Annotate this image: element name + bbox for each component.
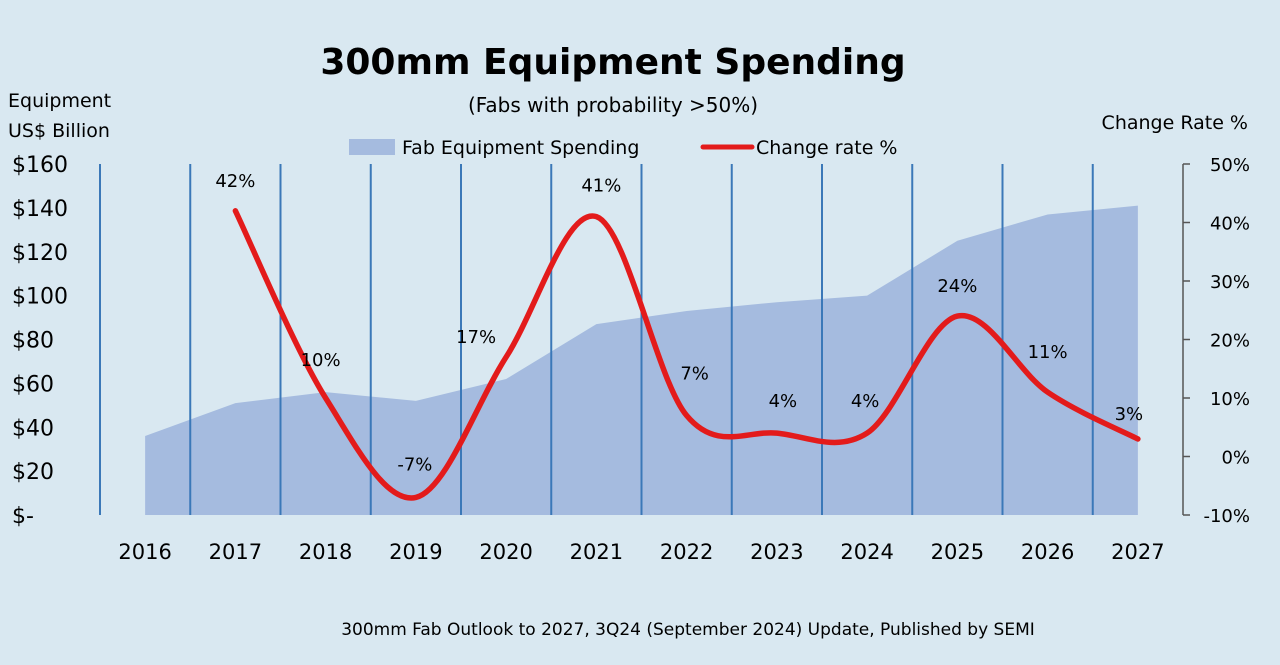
x-tick-label: 2025 [931, 540, 984, 564]
data-label: 7% [680, 364, 709, 385]
chart-title: 300mm Equipment Spending [320, 42, 905, 83]
x-tick-label: 2017 [209, 540, 262, 564]
x-tick-label: 2016 [118, 540, 171, 564]
right-tick-label: 0% [1221, 448, 1250, 469]
x-tick-label: 2024 [840, 540, 893, 564]
data-label: -7% [397, 454, 432, 475]
chart-subtitle: (Fabs with probability >50%) [468, 93, 758, 117]
left-axis-label-line1: Equipment [8, 90, 111, 112]
right-tick-label: 10% [1210, 389, 1250, 410]
x-tick-label: 2022 [660, 540, 713, 564]
data-label: 3% [1115, 404, 1144, 425]
line-series-change-rate [232, 208, 1141, 501]
right-tick-label: 30% [1210, 272, 1250, 293]
right-tick-label: 50% [1210, 155, 1250, 176]
legend-area-swatch [349, 139, 395, 155]
data-label: 10% [301, 350, 341, 371]
plot-layer: -10% 0% 10% 20% 30% 40% 50% $- $20 $40 $60 $80 $100 $… [12, 153, 1250, 564]
left-tick-label: $120 [12, 241, 68, 266]
x-tick-label: 2023 [750, 540, 803, 564]
right-tick-label: 20% [1210, 331, 1250, 352]
data-label: 17% [456, 327, 496, 348]
chart-footer: 300mm Fab Outlook to 2027, 3Q24 (Septemb… [341, 620, 1035, 640]
x-tick-label: 2019 [389, 540, 442, 564]
legend-line-label: Change rate % [756, 137, 897, 159]
left-tick-label: $160 [12, 153, 68, 178]
left-tick-label: $20 [12, 460, 54, 485]
left-tick-label: $80 [12, 329, 54, 354]
x-tick-label: 2020 [479, 540, 532, 564]
left-tick-label: $40 [12, 416, 54, 441]
data-label: 42% [215, 171, 255, 192]
legend-area-label: Fab Equipment Spending [402, 137, 639, 159]
right-axis-label: Change Rate % [1102, 112, 1248, 134]
data-label: 24% [937, 276, 977, 297]
data-label: 4% [851, 391, 880, 412]
left-axis-label-line2: US$ Billion [8, 120, 110, 142]
right-tick-label: 40% [1210, 214, 1250, 235]
data-label: 41% [581, 176, 621, 197]
data-label: 4% [769, 391, 798, 412]
left-tick-label: $- [12, 504, 34, 529]
x-tick-label: 2026 [1021, 540, 1074, 564]
data-label: 11% [1028, 342, 1068, 363]
right-tick-label: -10% [1203, 506, 1250, 527]
left-tick-label: $140 [12, 197, 68, 222]
x-tick-label: 2018 [299, 540, 352, 564]
x-tick-label: 2027 [1111, 540, 1164, 564]
x-tick-label: 2021 [570, 540, 623, 564]
left-tick-label: $60 [12, 372, 54, 397]
left-tick-label: $100 [12, 285, 68, 310]
